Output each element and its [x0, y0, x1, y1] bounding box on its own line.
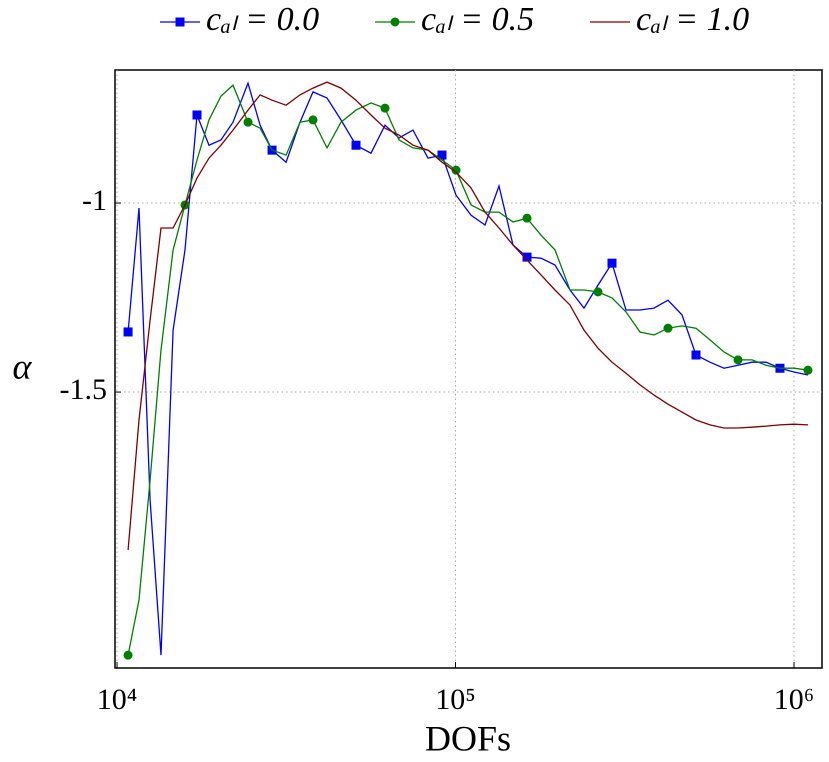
y-axis-label: α — [13, 346, 33, 386]
legend-label: cₐₗ = 1.0 — [636, 1, 749, 38]
data-point — [663, 323, 673, 333]
data-point — [451, 165, 461, 175]
y-tick-label: -1 — [82, 184, 107, 217]
data-point — [522, 252, 532, 262]
series-line — [127, 81, 809, 551]
data-point — [733, 355, 743, 365]
plot-frame — [114, 69, 823, 669]
data-point — [691, 350, 701, 360]
data-point — [123, 327, 133, 337]
data-point — [192, 110, 202, 120]
data-point — [607, 258, 617, 268]
data-point — [380, 103, 390, 113]
data-point — [593, 287, 603, 297]
data-point — [243, 117, 253, 127]
data-point — [437, 150, 447, 160]
series-line — [127, 83, 809, 656]
x-tick-label: 10⁶ — [774, 683, 814, 716]
x-axis-label: DOFs — [425, 718, 511, 758]
data-point — [308, 115, 318, 125]
data-point — [803, 365, 813, 375]
y-tick-label: -1.5 — [60, 373, 108, 406]
legend-label: cₐₗ = 0.0 — [206, 1, 319, 38]
data-point — [123, 650, 133, 660]
legend-label: cₐₗ = 0.5 — [421, 1, 534, 38]
data-point — [522, 213, 532, 223]
x-tick-label: 10⁵ — [435, 683, 475, 716]
legend-marker — [390, 17, 400, 27]
x-tick-label: 10⁴ — [97, 683, 137, 716]
data-point — [351, 140, 361, 150]
series-line — [127, 81, 809, 656]
legend-marker — [175, 17, 185, 27]
